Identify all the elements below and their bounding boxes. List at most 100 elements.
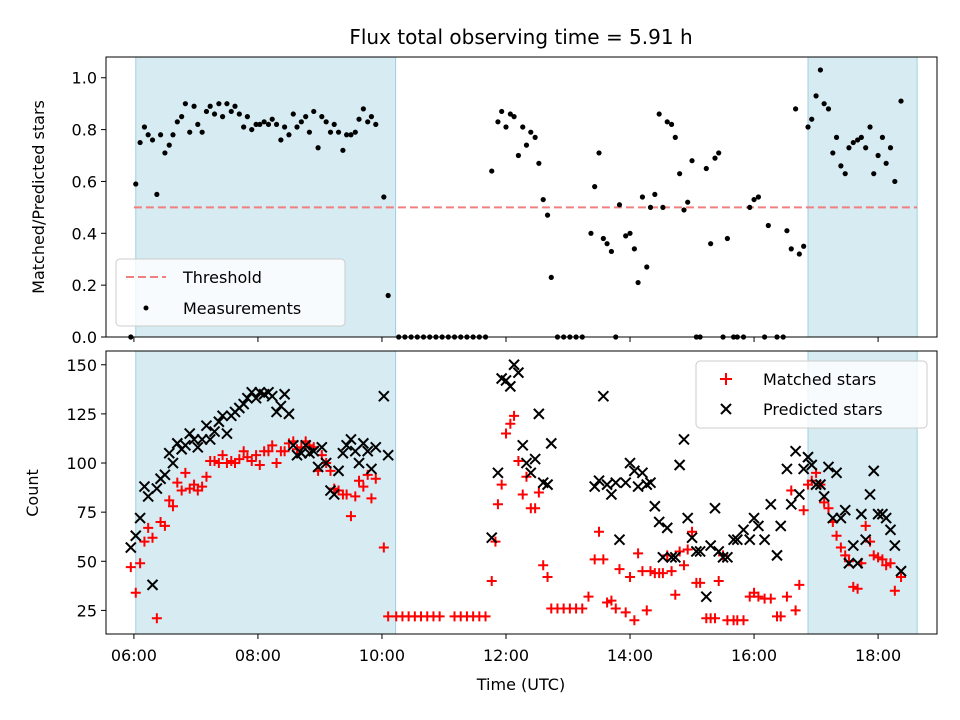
matched-star-marker [889,585,900,596]
predicted-star-marker [851,557,864,569]
matched-star-marker [234,454,245,465]
measurement-point [887,145,894,151]
predicted-star-marker [610,476,622,489]
measurement-point [627,230,633,236]
matched-star-marker [329,483,340,494]
matched-star-marker [517,489,528,500]
predicted-star-marker [179,439,192,452]
matched-star-marker [794,579,805,590]
predicted-star-marker [653,516,665,528]
matched-star-marker [217,450,228,461]
predicted-star-marker [508,359,520,371]
measurement-point [373,121,379,128]
measurement-point [523,142,530,148]
predicted-star-marker [802,451,814,463]
matched-star-marker [625,572,636,583]
top-y-tick-label: 0.2 [72,276,97,295]
predicted-star-marker [332,465,345,477]
measurement-point [211,111,218,117]
measurement-point [855,137,861,143]
x-tick-label: 12:00 [483,646,529,665]
bottom-y-tick-label: 50 [77,552,97,571]
matched-star-marker [378,542,389,553]
measurement-point [747,204,753,210]
predicted-star-marker [146,579,159,591]
matched-star-marker [577,603,588,614]
predicted-star-marker [250,392,262,404]
measurement-point [170,132,176,138]
measurement-point [489,168,495,174]
measurement-point [319,114,325,120]
predicted-star-marker [340,439,353,452]
predicted-star-marker [665,551,678,564]
measurement-point [236,111,242,117]
matched-star-marker [598,554,609,565]
matched-star-marker [606,595,617,606]
predicted-star-marker [895,565,907,577]
matched-star-marker [633,548,644,559]
matched-star-marker [147,532,158,543]
predicted-star-marker [661,522,673,534]
predicted-star-marker [299,439,312,452]
predicted-star-marker [771,549,783,562]
measurement-point [306,129,313,135]
measurement-point [817,67,824,73]
measurement-point [323,119,329,125]
top-y-tick-label: 1.0 [72,69,97,88]
measurement-point [216,101,222,107]
predicted-star-marker [839,504,851,516]
measurement-point [286,132,292,138]
measurement-point [544,212,551,218]
measurements-legend-label: Measurements [183,299,301,318]
measurement-point [879,134,886,140]
matched-star-marker [505,418,516,429]
measurement-point [765,222,771,229]
measurement-point [623,233,629,239]
x-tick-label: 10:00 [359,646,405,665]
predicted-star-marker [628,465,641,477]
predicted-star-marker [619,476,632,489]
top-y-tick-label: 0.8 [72,121,97,140]
predicted-star-marker [529,453,541,465]
predicted-star-marker [605,488,618,501]
bottom-panel: 25 50 75 100 125 150 06:00 08:00 10:00 12:00 14:0… [23,350,938,694]
predicted-star-marker [486,531,498,544]
predicted-star-marker [785,498,797,510]
measurement-point [507,111,513,117]
matched-star-marker [486,575,497,586]
predicted-star-marker [649,500,661,512]
measurement-point [244,114,250,120]
measurement-point [867,124,873,130]
measurement-point [846,145,852,151]
measurement-point [311,108,317,115]
predicted-star-marker [378,390,390,402]
measurement-point [796,251,802,257]
measurement-point [515,152,521,159]
measurement-point [385,292,391,299]
matched-star-marker [189,479,200,490]
bottom-y-tick-label: 100 [66,454,97,473]
predicted-star-marker [216,410,229,422]
measurement-point [303,114,309,120]
predicted-star-marker [704,539,717,552]
predicted-star-marker [192,441,204,454]
measurement-point [133,181,139,187]
measurement-point [368,114,375,120]
matched-star-marker [775,611,786,622]
matched-star-marker [695,577,706,588]
predicted-star-marker [864,488,876,501]
measurement-point [813,93,819,99]
predicted-star-marker [830,467,843,479]
predicted-star-marker [134,512,146,524]
measurement-point [199,129,205,135]
matched-star-marker [896,572,907,583]
predicted-star-marker [673,459,686,471]
measurement-point [672,134,678,140]
measurement-point [639,194,646,200]
matched-star-marker [143,522,154,533]
matched-star-marker [251,450,262,461]
measurement-point [360,106,366,112]
x-tick-label: 14:00 [607,646,653,665]
matched-star-marker [594,526,605,537]
measurement-point [528,129,534,135]
